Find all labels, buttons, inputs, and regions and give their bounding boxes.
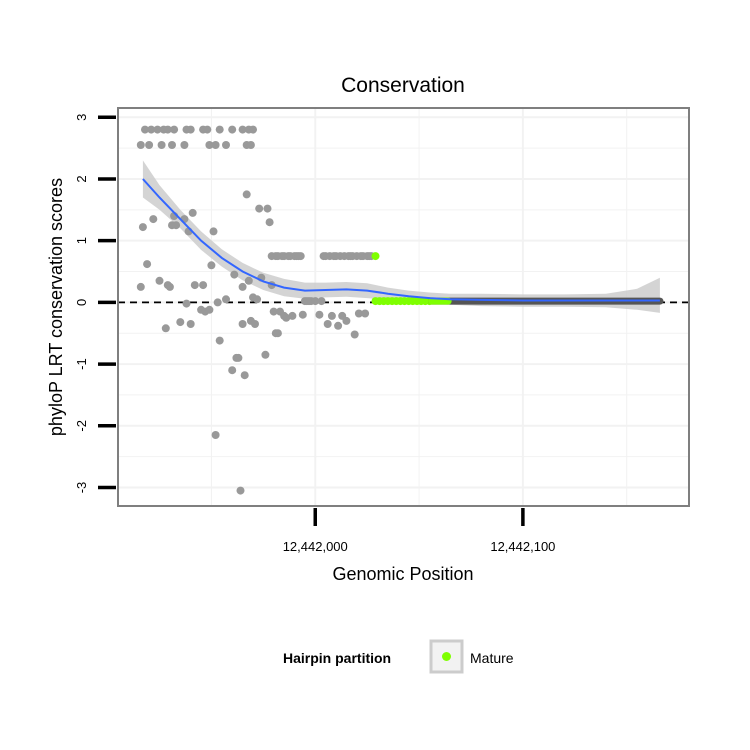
data-points bbox=[136, 125, 434, 495]
y-tick-label: 1 bbox=[74, 237, 89, 244]
data-point-other bbox=[315, 310, 324, 319]
data-point-other bbox=[222, 295, 230, 304]
y-tick-label: 3 bbox=[74, 114, 89, 121]
data-point-other bbox=[215, 125, 224, 134]
data-point-other bbox=[228, 125, 237, 134]
data-point-other bbox=[136, 141, 145, 149]
data-point-other bbox=[176, 318, 185, 327]
chart-title: Conservation bbox=[341, 74, 465, 97]
data-point-other bbox=[263, 204, 272, 213]
data-point-other bbox=[188, 208, 197, 217]
data-point-other bbox=[165, 282, 174, 291]
data-point-other bbox=[298, 310, 307, 319]
data-point-other bbox=[207, 261, 216, 270]
data-point-other bbox=[211, 431, 220, 439]
y-axis: -3 -2 -1 0 1 2 3 bbox=[74, 114, 116, 494]
data-point-other bbox=[141, 125, 149, 134]
data-point-other bbox=[205, 141, 214, 149]
data-point-other bbox=[203, 125, 212, 134]
data-point-other bbox=[155, 276, 164, 285]
y-axis-title: phyloP LRT conservation scores bbox=[46, 178, 66, 436]
data-point-other bbox=[288, 311, 297, 320]
data-point-other bbox=[327, 311, 336, 320]
data-point-other bbox=[238, 282, 247, 291]
data-point-other bbox=[238, 125, 247, 134]
y-tick-label: -1 bbox=[74, 358, 89, 370]
data-point-other bbox=[317, 297, 326, 306]
y-tick-label: -3 bbox=[74, 482, 89, 494]
data-point-other bbox=[246, 141, 255, 149]
legend: Hairpin partition Mature bbox=[283, 639, 514, 674]
data-point-other bbox=[255, 204, 264, 213]
x-tick-label: 12,442,100 bbox=[490, 539, 555, 554]
data-point-other bbox=[222, 141, 230, 149]
data-point-other bbox=[136, 282, 145, 291]
data-point-other bbox=[269, 307, 278, 316]
data-point-other bbox=[182, 299, 191, 308]
data-point-other bbox=[251, 320, 259, 328]
data-point-other bbox=[163, 125, 172, 134]
data-point-other bbox=[215, 336, 224, 345]
plot-panel-border bbox=[117, 107, 690, 507]
x-axis-title: Genomic Position bbox=[332, 564, 473, 584]
legend-key-mature-dot bbox=[442, 652, 451, 661]
grid-lines bbox=[118, 108, 689, 506]
data-point-other bbox=[205, 305, 214, 314]
data-point-other bbox=[168, 141, 176, 149]
data-point-other bbox=[361, 309, 370, 318]
data-point-other bbox=[273, 329, 282, 338]
data-point-other bbox=[354, 309, 363, 318]
data-point-other bbox=[161, 324, 170, 333]
data-point-other bbox=[199, 281, 208, 290]
data-point-other bbox=[234, 353, 243, 362]
data-point-mature bbox=[371, 252, 380, 261]
data-point-other bbox=[242, 190, 251, 199]
data-point-other bbox=[138, 223, 147, 232]
data-point-other bbox=[172, 221, 181, 230]
data-point-other bbox=[147, 125, 156, 134]
data-point-other bbox=[236, 486, 245, 495]
data-point-other bbox=[253, 295, 262, 304]
data-point-other bbox=[149, 215, 158, 224]
data-point-other bbox=[228, 366, 237, 375]
data-point-other bbox=[323, 320, 332, 328]
data-point-other bbox=[209, 227, 218, 236]
legend-label-mature: Mature bbox=[470, 650, 514, 666]
data-point-other bbox=[153, 125, 162, 134]
data-point-other bbox=[282, 313, 291, 322]
data-point-other bbox=[157, 141, 166, 149]
legend-key-box bbox=[429, 639, 464, 674]
x-tick-label: 12,442,000 bbox=[283, 539, 348, 554]
data-point-other bbox=[261, 350, 270, 359]
data-point-other bbox=[334, 321, 343, 330]
legend-title: Hairpin partition bbox=[283, 650, 391, 666]
y-tick-label: 0 bbox=[74, 299, 89, 306]
data-point-other bbox=[296, 252, 305, 261]
data-point-other bbox=[230, 270, 239, 279]
data-point-other bbox=[311, 297, 320, 306]
smooth-trend-line bbox=[142, 178, 660, 302]
data-point-other bbox=[186, 125, 195, 134]
data-point-other bbox=[190, 281, 199, 290]
data-point-other bbox=[170, 125, 179, 134]
data-point-other bbox=[213, 298, 222, 307]
y-tick-label: -2 bbox=[74, 420, 89, 432]
x-axis: 12,442,000 12,442,100 bbox=[283, 508, 555, 554]
data-point-other bbox=[350, 330, 359, 339]
data-point-other bbox=[143, 260, 152, 269]
data-point-other bbox=[145, 141, 154, 149]
y-tick-label: 2 bbox=[74, 175, 89, 182]
data-point-other bbox=[265, 218, 274, 227]
data-point-other bbox=[186, 320, 195, 328]
data-point-other bbox=[240, 371, 249, 380]
data-point-other bbox=[249, 125, 257, 134]
data-point-other bbox=[342, 316, 351, 325]
data-point-other bbox=[238, 320, 247, 328]
data-point-other bbox=[244, 276, 253, 285]
data-point-other bbox=[180, 141, 189, 149]
data-point-other bbox=[211, 141, 220, 149]
